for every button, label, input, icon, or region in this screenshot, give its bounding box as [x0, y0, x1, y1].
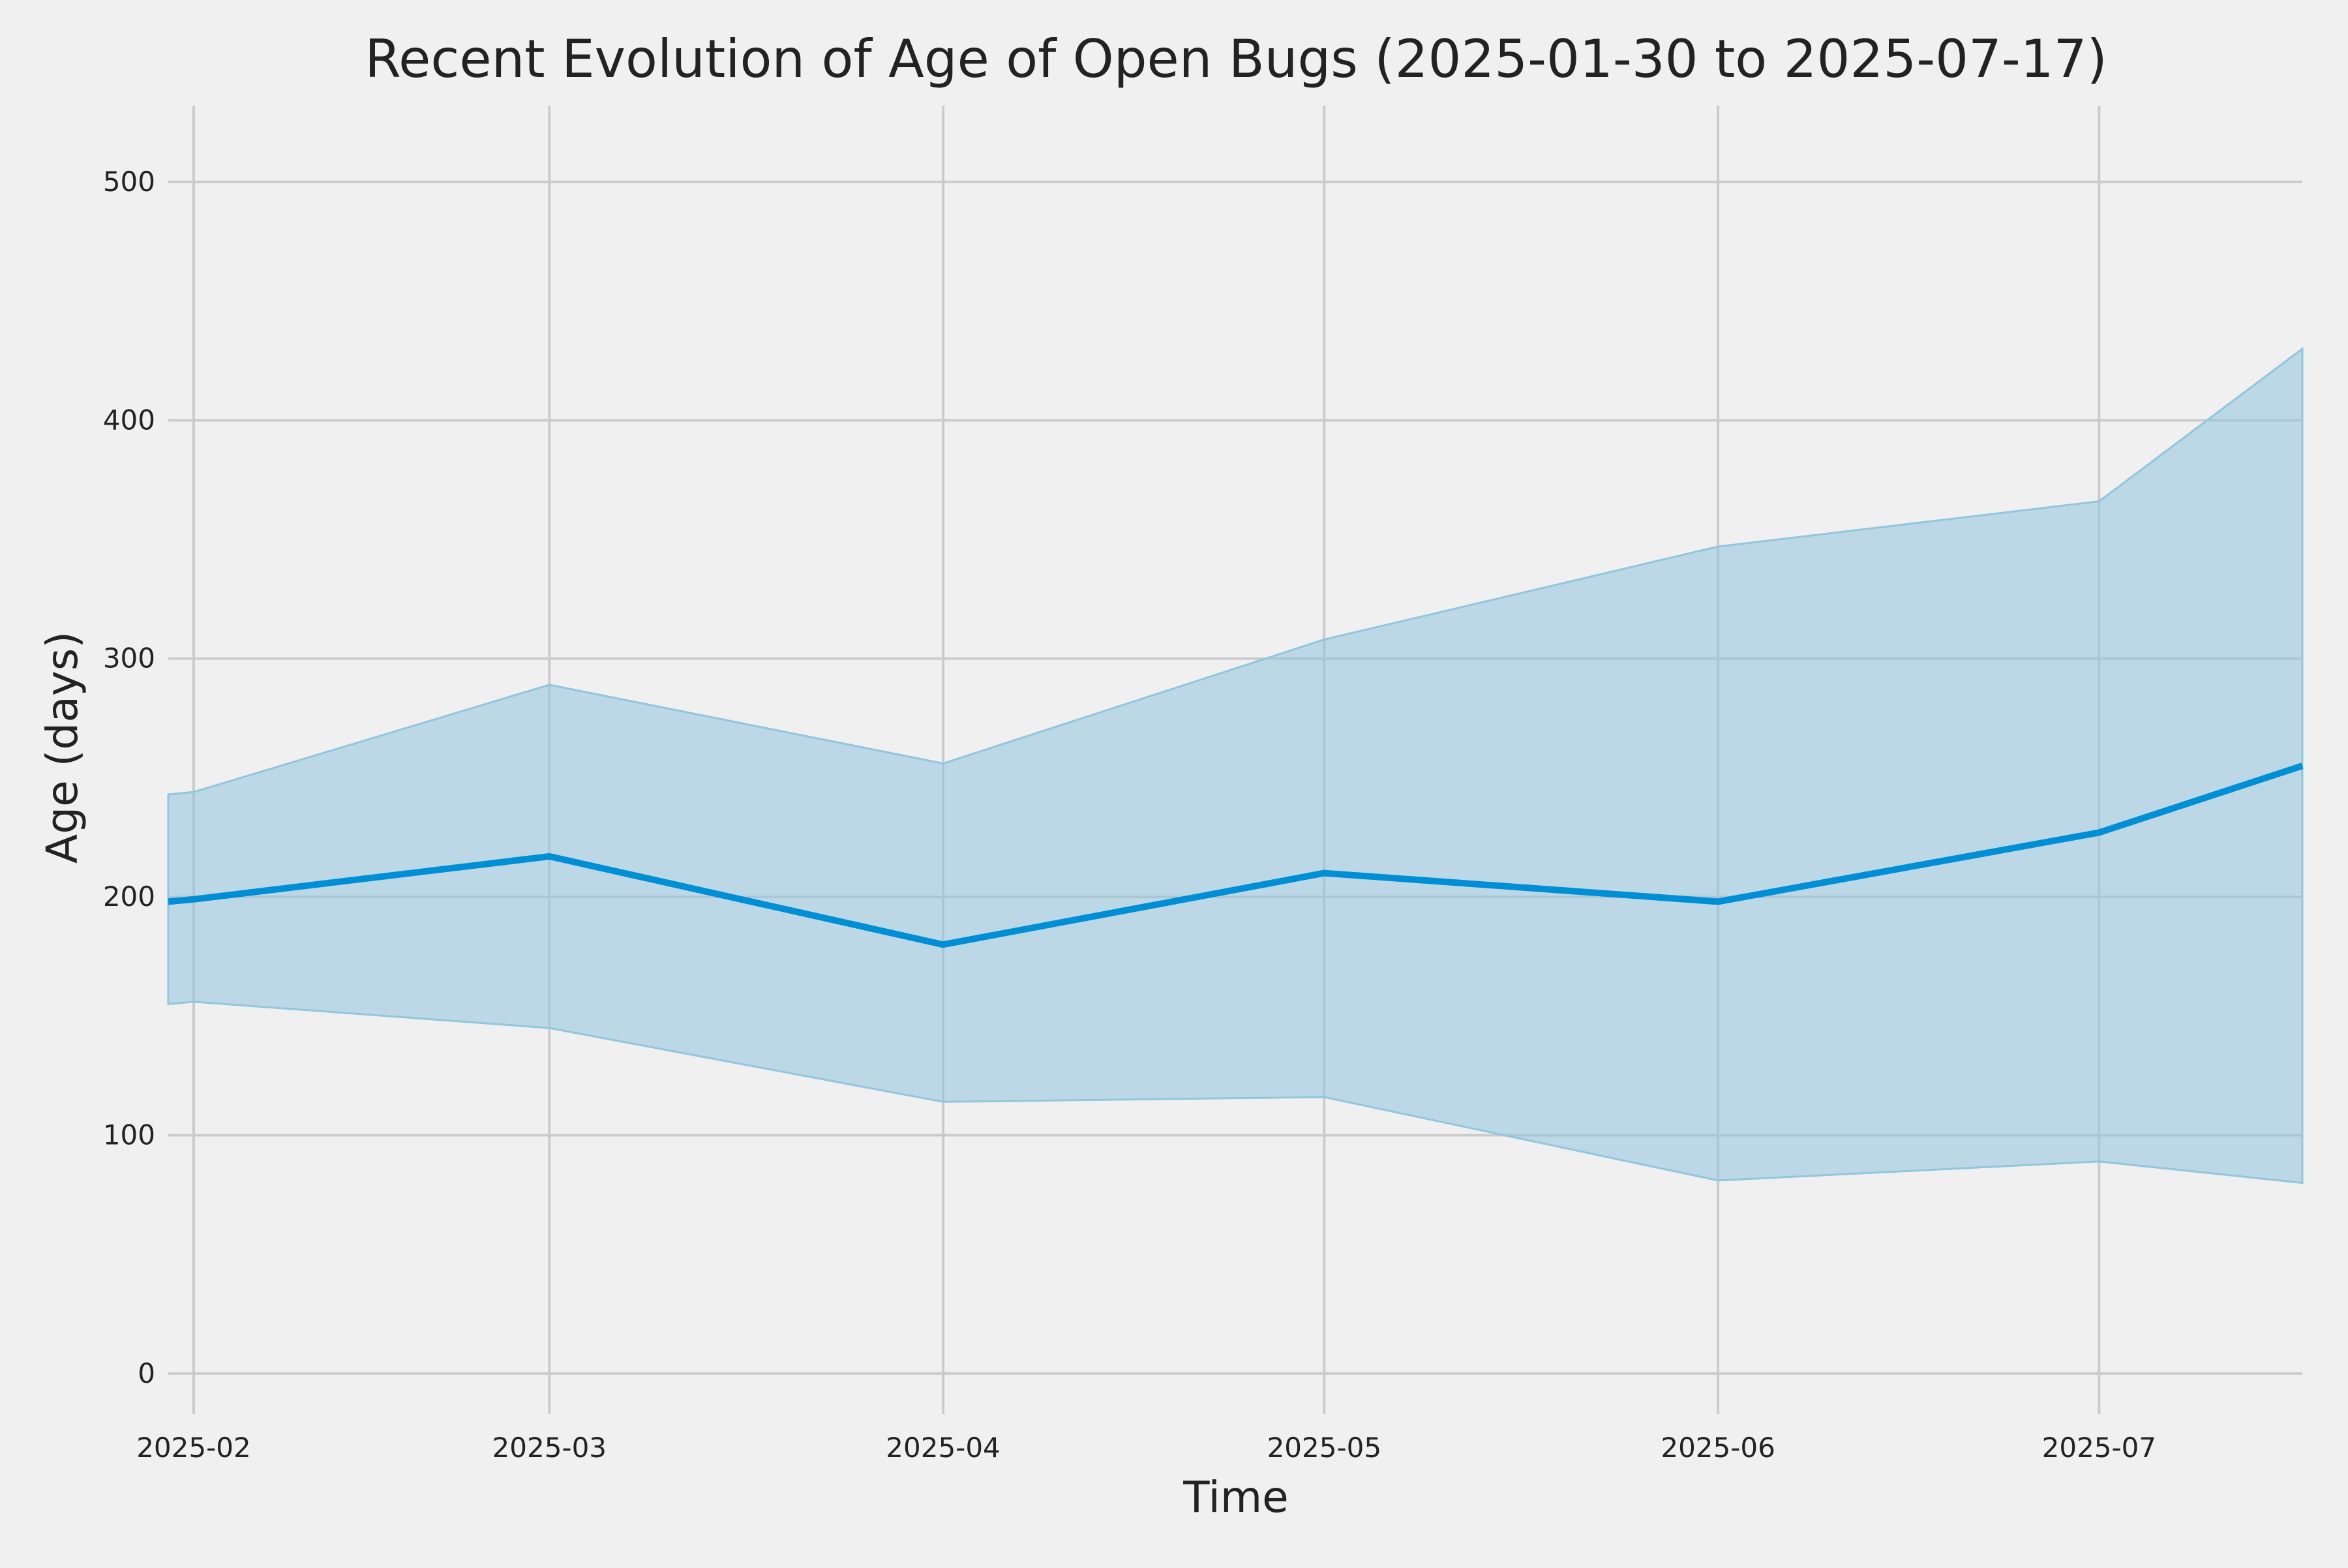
x-tick-label: 2025-04 — [886, 1432, 1001, 1464]
x-tick-label: 2025-05 — [1267, 1432, 1382, 1464]
chart-title: Recent Evolution of Age of Open Bugs (20… — [365, 29, 2107, 89]
x-tick-label: 2025-07 — [2042, 1432, 2157, 1464]
y-tick-label: 500 — [103, 166, 155, 198]
y-tick-label: 0 — [138, 1357, 155, 1389]
y-axis-label: Age (days) — [37, 631, 87, 864]
x-tick-label: 2025-06 — [1661, 1432, 1775, 1464]
x-tick-label: 2025-02 — [136, 1432, 251, 1464]
y-tick-label: 100 — [103, 1119, 155, 1151]
x-axis-label: Time — [1182, 1472, 1289, 1522]
y-tick-label: 200 — [103, 881, 155, 912]
y-tick-label: 400 — [103, 404, 155, 436]
y-tick-label: 300 — [103, 642, 155, 674]
x-tick-label: 2025-03 — [492, 1432, 607, 1464]
